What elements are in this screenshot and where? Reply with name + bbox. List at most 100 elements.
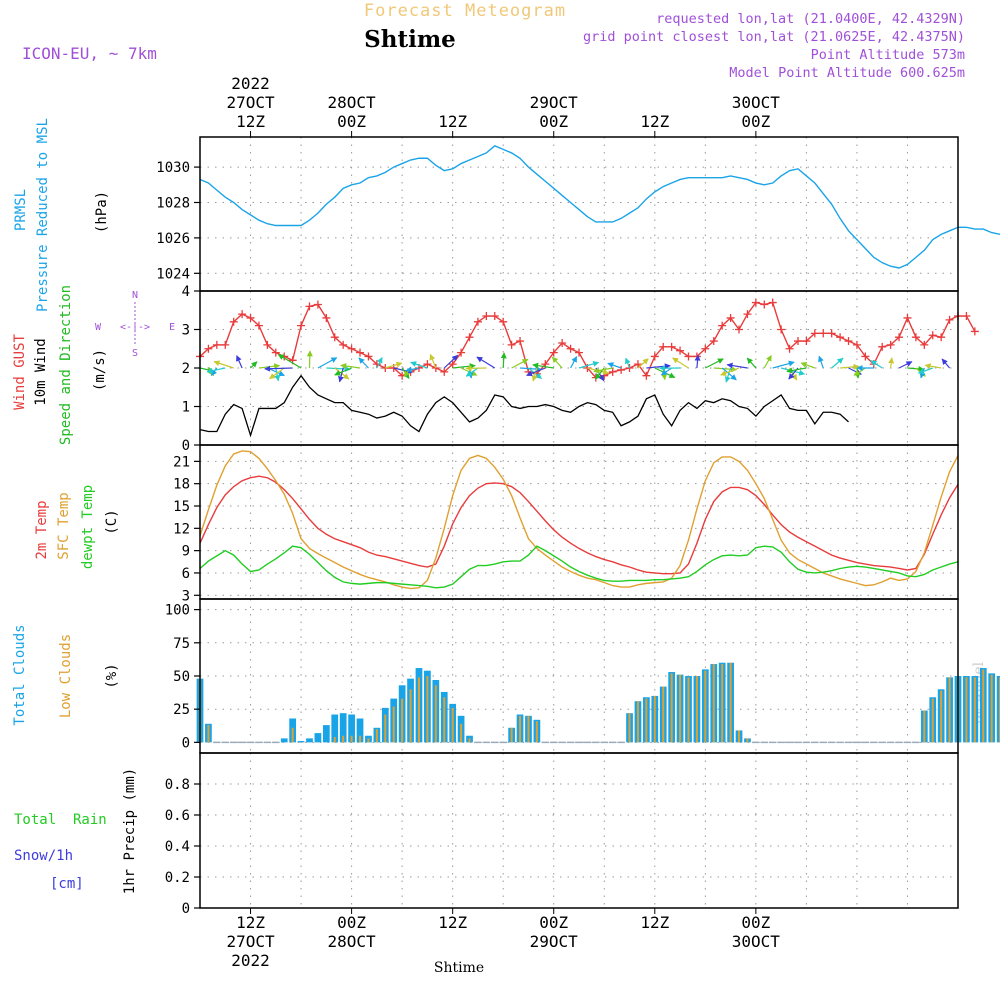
low-cloud-bar [536,721,538,742]
low-cloud-bar [982,669,984,742]
clouds-labels: Total Clouds Low Clouds (%) [12,624,120,725]
low-cloud-bar [645,699,647,743]
bottom-time-label: 12Z [236,913,265,932]
wind-direction-arrow [727,365,747,368]
wind-label-10m: 10m Wind [33,338,49,405]
low-cloud-bar [384,715,386,743]
wind10m-line [200,376,849,436]
low-cloud-bar [738,730,740,742]
dewpt-line [200,546,958,588]
precip-label-rain: Total Rain [14,812,107,828]
wind-unit: (m/s) [92,349,108,391]
clouds-ytick-label: 50 [173,669,190,685]
top-time-label: 00Z [539,112,568,131]
low-cloud-bar [527,716,529,743]
top-time-label: 29OCT [530,93,579,112]
low-cloud-bar [460,724,462,743]
gust-line-marker [971,327,979,335]
wind-label-dir: Speed and Direction [58,285,74,445]
low-cloud-bar [932,699,934,743]
grid-point-coords: grid point closest lon,lat (21.0625E, 42… [583,29,965,45]
low-cloud-bar [704,671,706,743]
low-cloud-bar [730,663,732,743]
compass-s: S [132,348,138,359]
gust-line-marker [314,300,322,308]
wind-direction-arrow [608,363,621,368]
total-cloud-bar [298,741,305,742]
gust-line-marker [466,333,474,341]
gust-line-marker [878,343,886,351]
x-axis-label: Shtime [434,960,484,976]
bottom-time-label: 12Z [438,913,467,932]
data-layer [196,146,1000,743]
low-cloud-bar [207,725,209,742]
wind-direction-arrow [819,356,823,368]
frame-layer [200,137,958,908]
low-cloud-bar [393,707,395,743]
precip-labels: Total Rain Snow/1h [cm] 1hr Precip (mm) [14,768,138,894]
temperature-ytick-label: 18 [173,477,190,493]
bottom-time-label: 29OCT [530,932,579,951]
temperature-labels: 2m Temp SFC Temp dewpt Temp (C) [34,485,120,569]
low-cloud-bar [654,696,656,742]
precip-label-cm: [cm] [50,876,84,892]
wind-direction-arrow [773,362,794,368]
low-cloud-bar [469,738,471,742]
wind-direction-arrow [764,356,771,368]
gust-line-marker [668,343,676,351]
total-cloud-bar [281,738,288,742]
gust-line-marker [760,300,768,308]
gust-line-marker [508,341,516,349]
pressure-label-msl: Pressure Reduced to MSL [35,118,51,312]
total-cloud-bar [315,733,322,742]
precip-ytick-label: 0.6 [165,808,190,824]
gust-line-marker [516,337,524,345]
low-cloud-bar [367,738,369,742]
top-time-label: 12Z [236,112,265,131]
compass-rose: N <-|-> W E S [95,290,175,359]
pressure-label-prmsl: PRMSL [13,189,29,231]
clouds-ytick-label: 0 [182,735,190,751]
top-time-label: 12Z [640,112,669,131]
gust-line-marker [845,337,853,345]
bottom-time-label: 27OCT [226,932,275,951]
wind-direction-arrow [571,357,577,368]
compass-w: W [95,322,102,333]
gust-line-marker [962,312,970,320]
pressure-labels: PRMSL Pressure Reduced to MSL (hPa) [13,118,110,312]
wind-direction-arrow [211,368,216,375]
wind-direction-arrow [705,359,723,368]
low-cloud-bar [629,713,631,742]
temp-label-sfc: SFC Temp [56,492,72,559]
gust-line-marker [491,312,499,320]
top-time-label: 28OCT [328,93,377,112]
low-cloud-bar [401,699,403,743]
low-cloud-bar [679,675,681,743]
super-title: Forecast Meteogram [364,1,566,21]
model-point-altitude: Model Point Altitude 600.625m [729,65,965,81]
wind-ytick-label: 4 [182,284,190,300]
low-cloud-bar [342,736,344,743]
gust-line-marker [474,318,482,326]
low-cloud-bar [713,664,715,742]
total-cloud-bar [323,725,330,742]
gust-line-marker [946,316,954,324]
wind-direction-arrow [579,362,599,368]
low-cloud-bar [292,728,294,743]
low-cloud-bar [721,664,723,742]
precip-panel-frame [200,753,958,908]
top-time-label: 12Z [438,112,467,131]
wind-direction-arrow [673,358,689,368]
gust-line-marker [684,352,692,360]
model-label: ICON-EU, ~ 7km [22,44,157,63]
gust-line-marker [777,326,785,334]
clouds-ytick-label: 25 [173,702,190,718]
wind-direction-arrow [801,363,815,368]
low-cloud-bar [696,676,698,742]
low-cloud-bar [949,677,951,742]
wind-direction-arrow [891,358,892,368]
wind-direction-arrow [237,356,242,368]
gust-line-marker [836,333,844,341]
temperature-ytick-label: 21 [173,454,190,470]
